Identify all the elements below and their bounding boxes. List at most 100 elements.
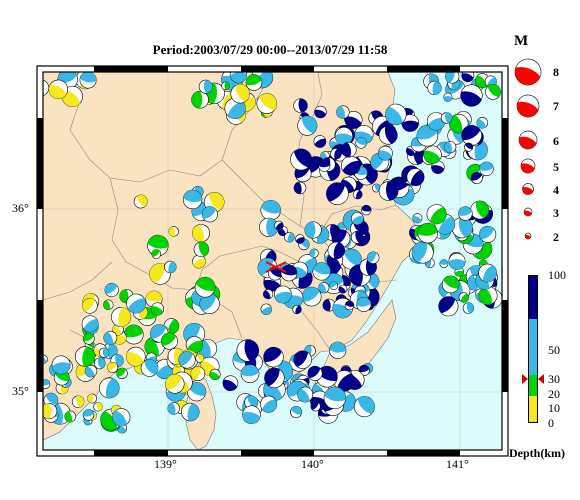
focal-mechanism-339 xyxy=(222,375,239,392)
focal-mechanism-34 xyxy=(401,114,420,132)
focal-mechanism-272 xyxy=(87,393,97,404)
frame-ticks xyxy=(37,66,508,456)
focal-mechanism-298 xyxy=(51,355,71,375)
focal-mechanism-360 xyxy=(229,72,247,84)
focal-mechanism-142 xyxy=(444,141,457,153)
focal-mechanism-207 xyxy=(417,222,438,244)
focal-mechanism-137 xyxy=(476,117,489,129)
focal-mechanism-340 xyxy=(293,350,312,369)
focal-mechanism-88 xyxy=(259,217,279,237)
focal-mechanism-391 xyxy=(167,402,180,415)
focal-mechanism-146 xyxy=(470,172,483,184)
focal-mechanism-111 xyxy=(318,282,330,294)
mag-legend-ball-6 xyxy=(518,130,538,150)
focal-mechanism-188 xyxy=(438,296,459,317)
focal-mechanism-282 xyxy=(93,402,103,412)
focal-mechanism-164 xyxy=(485,84,501,100)
focal-mechanism-151 xyxy=(461,125,483,146)
focal-mechanism-43 xyxy=(290,148,313,171)
focal-mechanism-358 xyxy=(191,90,209,109)
focal-mechanism-361 xyxy=(230,83,250,104)
focal-mechanism-381 xyxy=(168,226,179,237)
focal-mechanism-208 xyxy=(426,204,447,225)
focal-mechanism-36 xyxy=(344,111,363,129)
focal-mechanism-159 xyxy=(440,112,453,124)
focal-mechanism-256 xyxy=(103,299,114,310)
focal-mechanism-198 xyxy=(478,286,498,305)
focal-mechanism-289 xyxy=(93,357,106,370)
focal-mechanism-9 xyxy=(355,137,367,149)
focal-mechanism-196 xyxy=(441,275,460,294)
focal-mechanism-362 xyxy=(198,79,213,94)
focal-mechanism-87 xyxy=(260,303,272,315)
depth-pointer xyxy=(522,374,544,384)
main-event-marker xyxy=(265,261,287,273)
focal-mechanism-170 xyxy=(439,259,449,269)
focal-mechanism-280 xyxy=(71,395,85,408)
depth-band-50 xyxy=(528,319,538,375)
focal-mechanism-248 xyxy=(140,359,159,377)
focal-mechanism-290 xyxy=(64,410,77,423)
focal-mechanism-258 xyxy=(81,315,99,333)
focal-mechanism-186 xyxy=(479,225,497,243)
magnitude-legend-balls xyxy=(514,58,542,240)
focal-mechanism-219 xyxy=(104,282,119,298)
depth-label-30: 30 xyxy=(548,372,560,386)
focal-mechanism-49 xyxy=(352,189,363,200)
focal-mechanisms xyxy=(43,72,502,434)
focal-mechanism-257 xyxy=(194,276,216,298)
focal-mechanism-45 xyxy=(341,155,361,176)
focal-mechanism-179 xyxy=(448,252,466,270)
focal-mechanism-291 xyxy=(74,346,96,367)
focal-mechanism-303 xyxy=(329,341,347,359)
focal-mechanism-107 xyxy=(340,248,362,270)
focal-mechanism-145 xyxy=(479,161,494,177)
focal-mechanism-129 xyxy=(338,284,348,294)
focal-mechanism-119 xyxy=(350,212,364,225)
focal-mechanism-264 xyxy=(82,332,95,345)
focal-mechanism-33 xyxy=(326,182,349,205)
focal-mechanism-213 xyxy=(144,336,165,357)
focal-mechanism-384 xyxy=(192,254,206,269)
focal-mechanism-10 xyxy=(334,127,353,145)
focal-mechanism-175 xyxy=(412,213,423,224)
mag-label-4: 4 xyxy=(553,183,559,197)
depth-color-bar xyxy=(528,275,538,423)
focal-mechanism-357 xyxy=(221,81,230,91)
focal-mechanism-316 xyxy=(260,395,278,413)
focal-mechanism-374 xyxy=(192,224,210,243)
focal-mechanism-193 xyxy=(458,292,469,303)
focal-mechanism-122 xyxy=(356,297,372,312)
focal-mechanism-239 xyxy=(185,336,203,354)
mag-legend-ball-2 xyxy=(524,232,532,240)
focal-mechanism-126 xyxy=(329,281,339,291)
focal-mechanism-135 xyxy=(431,160,445,174)
focal-mechanism-235 xyxy=(116,367,128,380)
depth-label-20: 20 xyxy=(548,387,560,401)
lon-tick-139: 139° xyxy=(154,457,177,471)
focal-mechanism-330 xyxy=(333,370,355,392)
focal-mechanism-150 xyxy=(416,124,439,147)
focal-mechanism-197 xyxy=(411,241,434,264)
lat-tick-35: 35° xyxy=(12,384,29,398)
focal-mechanism-377 xyxy=(147,234,169,257)
focal-mechanism-59 xyxy=(377,145,393,161)
mag-label-7: 7 xyxy=(553,99,559,113)
focal-mechanism-382 xyxy=(133,194,148,209)
focal-mechanism-378 xyxy=(164,260,177,274)
focal-mechanism-48 xyxy=(314,105,327,119)
focal-mechanism-205 xyxy=(458,206,473,221)
focal-mechanism-52 xyxy=(406,168,425,187)
focal-mechanism-163 xyxy=(443,92,453,102)
focal-mechanism-343 xyxy=(307,365,323,381)
focal-mechanism-251 xyxy=(126,346,146,367)
focal-mechanism-157 xyxy=(460,84,483,107)
focal-mechanism-11 xyxy=(313,135,327,148)
depth-label-10: 10 xyxy=(548,401,560,415)
focal-mechanism-263 xyxy=(126,293,147,314)
focal-mechanism-93 xyxy=(273,285,292,304)
focal-mechanism-255 xyxy=(199,293,220,314)
focal-mechanism-32 xyxy=(378,125,398,145)
focal-mechanism-325 xyxy=(263,346,284,368)
focal-mechanism-148 xyxy=(449,113,469,134)
